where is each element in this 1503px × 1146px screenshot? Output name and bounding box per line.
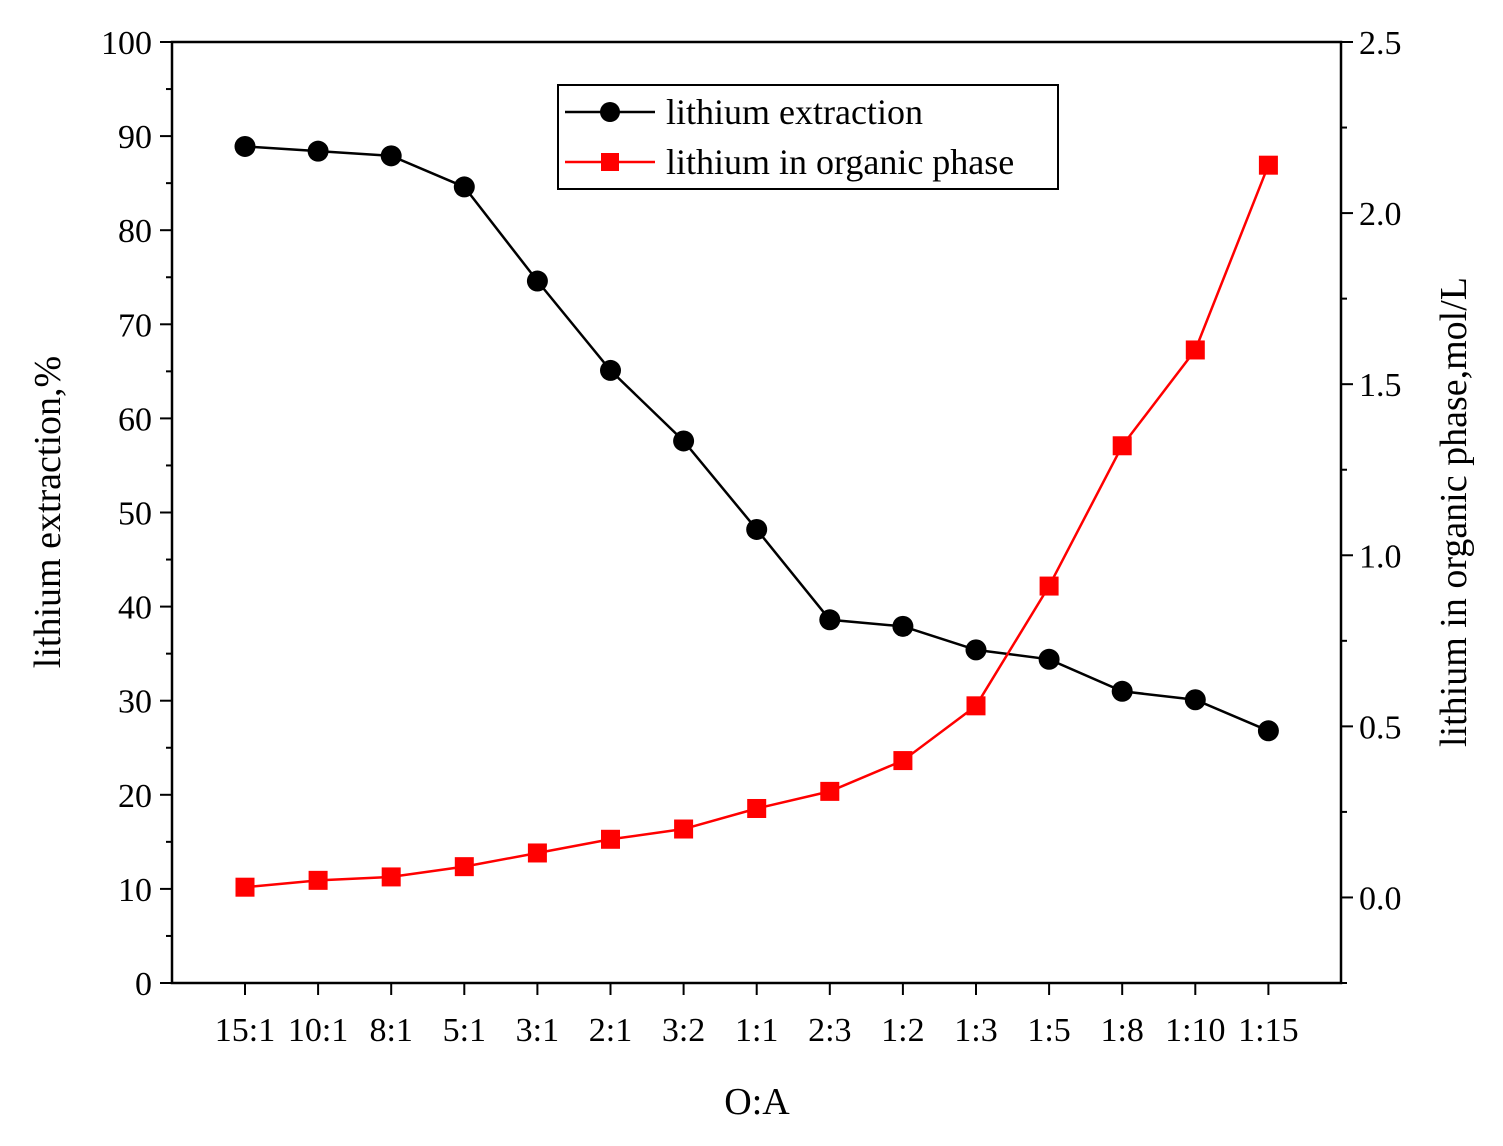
data-point-extraction — [819, 609, 841, 631]
x-tick-label: 3:2 — [662, 1012, 705, 1049]
data-point-extraction — [673, 430, 695, 452]
legend-label-extraction: lithium extraction — [666, 92, 923, 132]
x-tick-label: 1:1 — [735, 1012, 778, 1049]
data-point-organic — [1185, 340, 1205, 360]
x-tick-label: 8:1 — [369, 1012, 412, 1049]
y-axis-left-title: lithium extraction,% — [27, 356, 69, 668]
data-point-organic — [820, 781, 840, 801]
y-left-tick-label: 10 — [118, 872, 152, 909]
data-point-extraction — [307, 140, 329, 162]
data-point-organic — [1039, 576, 1059, 596]
data-point-organic — [747, 798, 767, 818]
data-point-organic — [235, 877, 255, 897]
data-point-extraction — [380, 145, 402, 167]
x-tick-label: 3:1 — [516, 1012, 559, 1049]
data-point-extraction — [965, 639, 987, 661]
x-tick-label: 1:15 — [1238, 1012, 1298, 1049]
y-left-tick-label: 0 — [135, 966, 152, 1003]
y-left-tick-label: 60 — [118, 401, 152, 438]
series-layer — [234, 135, 1279, 897]
x-tick-label: 1:5 — [1027, 1012, 1070, 1049]
legend-marker-extraction — [600, 102, 620, 122]
legend-marker-organic — [601, 153, 619, 171]
legend-box — [557, 84, 1059, 190]
y-right-tick-label: 0.0 — [1359, 880, 1402, 917]
data-point-organic — [1258, 155, 1278, 175]
y-left-tick-label: 90 — [118, 119, 152, 156]
y-right-tick-label: 1.5 — [1359, 367, 1402, 404]
data-point-extraction — [746, 518, 768, 540]
y-right-tick-label: 0.5 — [1359, 709, 1402, 746]
y-left-tick-label: 20 — [118, 778, 152, 815]
x-axis: 15:1 10:1 8:1 5:1 3:1 2:1 3:2 1:1 2:3 1:2 1:3 1:5 1:… — [215, 983, 1299, 1049]
x-tick-label: 1:2 — [881, 1012, 924, 1049]
data-point-organic — [381, 867, 401, 887]
data-point-organic — [527, 843, 547, 863]
x-tick-label: 1:10 — [1165, 1012, 1225, 1049]
x-tick-label: 10:1 — [288, 1012, 348, 1049]
data-point-organic — [308, 870, 328, 890]
y-left-tick-label: 100 — [101, 25, 152, 62]
data-point-extraction — [892, 615, 914, 637]
y-axis-right-title: lithium in organic phase,mol/L — [1433, 277, 1475, 747]
y-left-tick-label: 30 — [118, 684, 152, 721]
data-point-extraction — [1257, 720, 1279, 742]
x-tick-label: 1:8 — [1100, 1012, 1143, 1049]
x-tick-label: 5:1 — [443, 1012, 486, 1049]
x-tick-label: 1:3 — [954, 1012, 997, 1049]
x-tick-label: 2:1 — [589, 1012, 632, 1049]
data-point-organic — [966, 696, 986, 716]
data-point-extraction — [1111, 680, 1133, 702]
data-point-organic — [1112, 436, 1132, 456]
data-point-organic — [601, 829, 620, 849]
y-right-tick-label: 1.0 — [1359, 538, 1402, 575]
data-point-organic — [893, 751, 913, 771]
data-point-extraction — [1184, 689, 1206, 711]
data-point-extraction — [234, 135, 256, 157]
data-point-organic — [674, 819, 694, 839]
legend-label-organic: lithium in organic phase — [666, 142, 1014, 182]
y-left-tick-label: 50 — [118, 496, 152, 533]
data-point-organic — [454, 857, 474, 877]
y-right-tick-label: 2.5 — [1359, 25, 1402, 62]
y-left-tick-label: 80 — [118, 213, 152, 250]
y-axis-left: 0 10 20 30 40 50 60 70 80 90 100 — [101, 25, 172, 1003]
x-tick-label: 2:3 — [808, 1012, 851, 1049]
y-axis-right: 0.0 0.5 1.0 1.5 2.0 2.5 — [1341, 25, 1402, 984]
data-point-extraction — [453, 176, 475, 198]
x-tick-label: 15:1 — [215, 1012, 275, 1049]
data-point-extraction — [1038, 648, 1060, 670]
y-left-tick-label: 40 — [118, 590, 152, 627]
legend: lithium extraction lithium in organic ph… — [557, 84, 1059, 190]
y-right-tick-label: 2.0 — [1359, 196, 1402, 233]
x-axis-title: O:A — [724, 1081, 790, 1123]
data-point-extraction — [600, 359, 621, 381]
y-left-tick-label: 70 — [118, 307, 152, 344]
data-point-extraction — [526, 270, 548, 292]
